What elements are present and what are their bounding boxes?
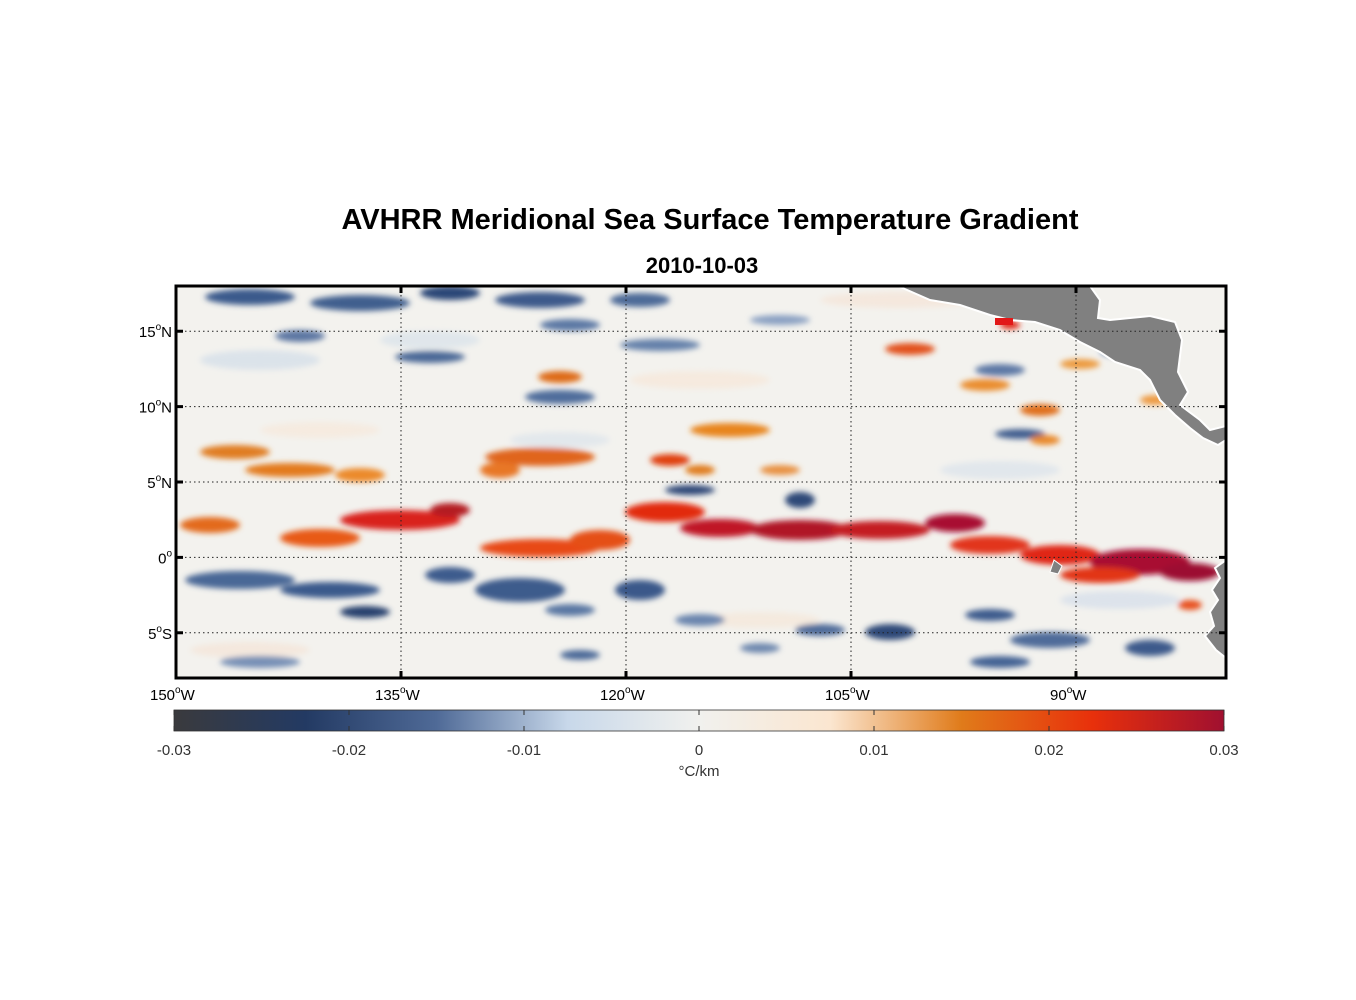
colorbar-ticks: -0.03 -0.02 -0.01 0 0.01 0.02 0.03 bbox=[157, 710, 1239, 759]
degree-mark: o bbox=[156, 398, 162, 409]
lon-tick-label: 120oW bbox=[600, 685, 646, 704]
degree-mark: o bbox=[156, 473, 162, 484]
colorbar-units: °C/km bbox=[678, 763, 720, 780]
longitude-labels: 150oW 135oW 120oW 105oW 90oW bbox=[150, 685, 1087, 704]
lon-hemisphere: W bbox=[406, 687, 421, 704]
lon-hemisphere: W bbox=[1072, 687, 1087, 704]
colorbar-tick-label: -0.02 bbox=[332, 742, 366, 759]
map-subtitle: 2010-10-03 bbox=[645, 253, 759, 278]
lon-tick-value: 135 bbox=[375, 687, 400, 704]
lon-tick-label: 150oW bbox=[150, 685, 196, 704]
lon-hemisphere: W bbox=[631, 687, 646, 704]
lat-hemisphere: S bbox=[162, 626, 172, 643]
lat-tick-value: 5 bbox=[148, 626, 156, 643]
lat-tick-label: 5oN bbox=[147, 473, 172, 492]
degree-mark: o bbox=[625, 685, 631, 696]
lon-tick-value: 90 bbox=[1050, 687, 1067, 704]
map-title: AVHRR Meridional Sea Surface Temperature… bbox=[341, 204, 1079, 236]
lon-tick-label: 135oW bbox=[375, 685, 421, 704]
degree-mark: o bbox=[175, 685, 181, 696]
lon-hemisphere: W bbox=[181, 687, 196, 704]
lat-tick-value: 5 bbox=[147, 475, 155, 492]
colorbar-tick-label: 0.02 bbox=[1034, 742, 1063, 759]
colorbar-tick-label: 0.01 bbox=[859, 742, 888, 759]
axis-ticks bbox=[174, 286, 1226, 678]
colorbar-tick-label: 0.03 bbox=[1209, 742, 1238, 759]
lat-hemisphere: N bbox=[161, 324, 172, 341]
lon-hemisphere: W bbox=[856, 687, 871, 704]
degree-mark: o bbox=[156, 322, 162, 333]
lat-hemisphere: N bbox=[161, 475, 172, 492]
lon-tick-label: 90oW bbox=[1050, 685, 1087, 704]
lat-tick-label: 10oN bbox=[139, 398, 172, 417]
lat-tick-value: 0 bbox=[158, 550, 166, 567]
land-masses bbox=[897, 286, 1226, 660]
lat-tick-label: 0o bbox=[158, 548, 172, 567]
degree-mark: o bbox=[400, 685, 406, 696]
lon-tick-value: 105 bbox=[825, 687, 850, 704]
sst-gradient-field bbox=[180, 286, 1220, 668]
colorbar-tick-label: -0.03 bbox=[157, 742, 191, 759]
degree-mark: o bbox=[166, 548, 172, 559]
lat-tick-label: 5oS bbox=[148, 624, 172, 643]
lat-tick-value: 10 bbox=[139, 400, 156, 417]
lat-tick-label: 15oN bbox=[139, 322, 172, 341]
lon-tick-value: 150 bbox=[150, 687, 175, 704]
degree-mark: o bbox=[1067, 685, 1073, 696]
lon-tick-value: 120 bbox=[600, 687, 625, 704]
lon-tick-label: 105oW bbox=[825, 685, 871, 704]
degree-mark: o bbox=[850, 685, 856, 696]
colorbar-tick-label: -0.01 bbox=[507, 742, 541, 759]
colorbar-tick-label: 0 bbox=[695, 742, 703, 759]
degree-mark: o bbox=[156, 624, 162, 635]
lat-hemisphere: N bbox=[161, 400, 172, 417]
lat-tick-value: 15 bbox=[139, 324, 156, 341]
